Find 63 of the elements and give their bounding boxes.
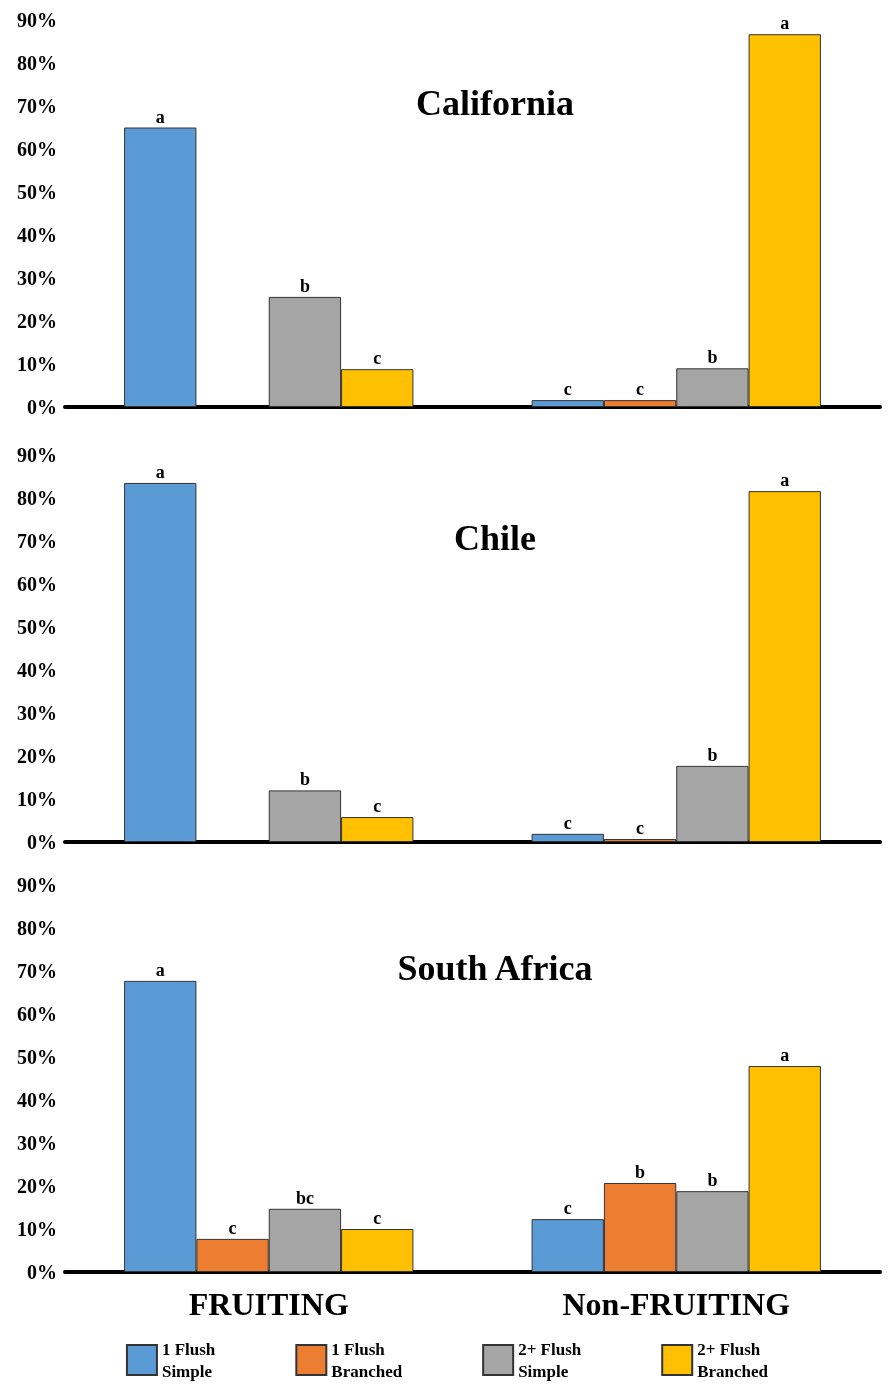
data-label: c <box>636 379 645 400</box>
data-label: c <box>373 796 382 817</box>
data-label: a <box>780 470 790 491</box>
data-label: a <box>780 1045 790 1066</box>
data-label: b <box>707 1170 718 1191</box>
y-tick-label: 40% <box>17 659 57 681</box>
text: California <box>416 83 574 123</box>
y-tick-label: 20% <box>17 310 57 332</box>
x-tick-label: Non-FRUITING <box>562 1286 791 1322</box>
legend-label: 1 Flush Branched <box>331 1339 403 1381</box>
y-tick-label: 80% <box>17 487 57 509</box>
data-label: c <box>563 812 572 833</box>
y-tick-label: 30% <box>17 1132 57 1154</box>
data-label: a <box>155 959 165 980</box>
bar <box>124 482 197 842</box>
y-tick-label: 80% <box>17 52 57 74</box>
y-tick-label: 10% <box>17 1218 57 1240</box>
y-tick-label: 60% <box>17 1003 57 1025</box>
y-tick-label: 60% <box>17 138 57 160</box>
data-label: b <box>299 275 310 296</box>
y-tick-label: 0% <box>27 396 57 418</box>
data-label: a <box>155 106 165 127</box>
data-label: b <box>707 744 718 765</box>
y-tick-label: 80% <box>17 917 57 939</box>
data-label: a <box>155 461 165 482</box>
data-label: bc <box>295 1187 314 1208</box>
y-tick-label: 90% <box>17 444 57 466</box>
y-tick-label: 50% <box>17 1046 57 1068</box>
y-tick-label: 0% <box>27 831 57 853</box>
y-tick-label: 60% <box>17 573 57 595</box>
data-label: b <box>635 1161 646 1182</box>
data-label: b <box>707 347 718 368</box>
x-tick-label: FRUITING <box>188 1286 349 1322</box>
data-label: c <box>636 817 645 838</box>
data-label: c <box>373 348 382 369</box>
y-tick-label: 20% <box>17 1175 57 1197</box>
data-label: c <box>563 1198 572 1219</box>
y-tick-label: 90% <box>17 874 57 896</box>
y-tick-label: 70% <box>17 960 57 982</box>
y-tick-label: 90% <box>17 9 57 31</box>
data-label: c <box>373 1208 382 1228</box>
y-tick-label: 40% <box>17 1089 57 1111</box>
y-tick-label: 10% <box>17 353 57 375</box>
legend-label: 2+ Flush Branched <box>697 1339 769 1381</box>
y-tick-label: 50% <box>17 616 57 638</box>
y-tick-label: 40% <box>17 224 57 246</box>
y-tick-label: 70% <box>17 95 57 117</box>
y-tick-label: 10% <box>17 788 57 810</box>
y-tick-label: 20% <box>17 745 57 767</box>
legend-label: 2+ Flush Simple <box>518 1339 582 1381</box>
bar <box>124 127 197 407</box>
text: South Africa <box>397 948 593 988</box>
y-tick-label: 0% <box>27 1261 57 1283</box>
data-label: b <box>299 769 310 790</box>
text: Chile <box>453 518 537 558</box>
legend-label: 1 Flush Simple <box>161 1339 216 1381</box>
data-label: c <box>563 379 572 400</box>
y-tick-label: 30% <box>17 267 57 289</box>
data-label: a <box>780 13 790 34</box>
data-label: c <box>228 1217 237 1238</box>
y-tick-label: 30% <box>17 702 57 724</box>
y-tick-label: 70% <box>17 530 57 552</box>
y-tick-label: 50% <box>17 181 57 203</box>
